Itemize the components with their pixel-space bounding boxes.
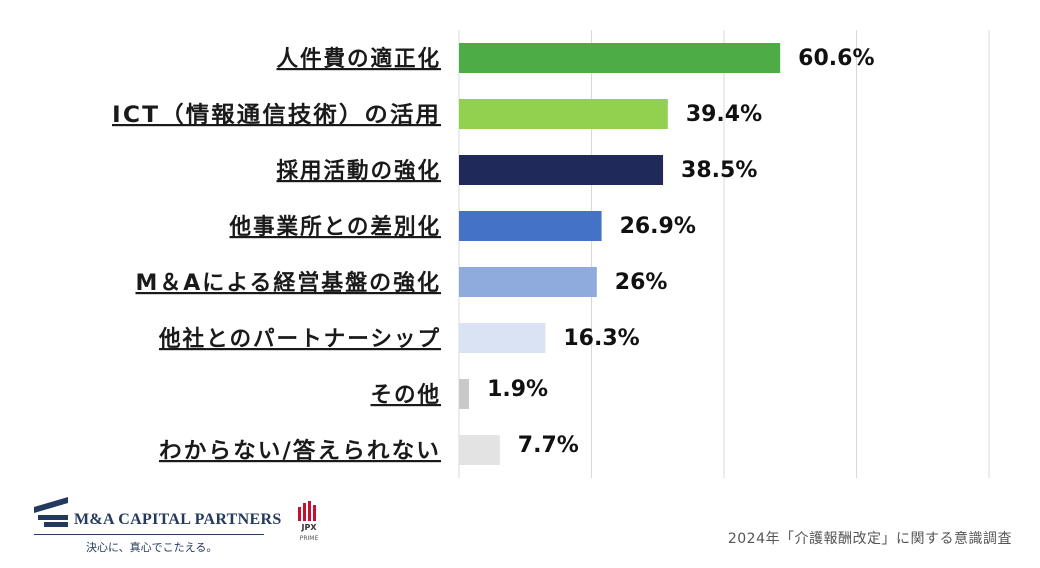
- category-label-5: M＆Aによる経営基盤の強化: [136, 270, 442, 296]
- bar-4: [459, 211, 602, 241]
- value-label-8: 7.7%: [518, 433, 579, 458]
- source-caption: 2024年「介護報酬改定」に関する意識調査: [727, 531, 1012, 547]
- logo-mark-icon: [34, 497, 68, 527]
- company-logo: M&A CAPITAL PARTNERS 決心に、真心でこたえる。: [34, 497, 281, 557]
- bar-7: [459, 379, 470, 409]
- value-label-6: 16.3%: [563, 326, 639, 351]
- value-labels: 60.6% 39.4% 38.5% 26.9% 26% 16.3% 1.9% 7.7%: [487, 46, 874, 458]
- jpx-label: JPX: [301, 523, 317, 532]
- gridlines: [458, 30, 990, 478]
- jpx-bars-icon: [298, 501, 316, 521]
- bar-5: [459, 267, 597, 297]
- bar-8: [459, 435, 500, 465]
- jpx-sub-label: PRIME: [299, 535, 319, 542]
- bar-1: [459, 43, 781, 73]
- category-label-4: 他事業所との差別化: [229, 214, 441, 240]
- bar-2: [459, 99, 668, 129]
- category-label-8: わからない/答えられない: [159, 438, 441, 464]
- value-label-7: 1.9%: [487, 377, 548, 402]
- category-label-2: ICT（情報通信技術）の活用: [112, 102, 441, 128]
- value-label-5: 26%: [615, 270, 668, 295]
- bar-3: [459, 155, 664, 185]
- value-label-3: 38.5%: [681, 158, 757, 183]
- category-label-6: 他社とのパートナーシップ: [158, 326, 441, 352]
- value-label-4: 26.9%: [620, 214, 696, 239]
- logo-divider: [34, 534, 264, 535]
- category-label-3: 採用活動の強化: [277, 158, 442, 184]
- company-name: M&A CAPITAL PARTNERS: [74, 511, 282, 528]
- value-label-2: 39.4%: [686, 102, 762, 127]
- category-label-7: その他: [371, 383, 442, 408]
- bars: [459, 43, 781, 465]
- category-label-1: 人件費の適正化: [277, 46, 442, 72]
- jpx-prime-badge: JPX PRIME: [289, 501, 329, 549]
- company-tagline: 決心に、真心でこたえる。: [86, 541, 218, 554]
- value-label-1: 60.6%: [798, 46, 874, 71]
- bar-6: [459, 323, 546, 353]
